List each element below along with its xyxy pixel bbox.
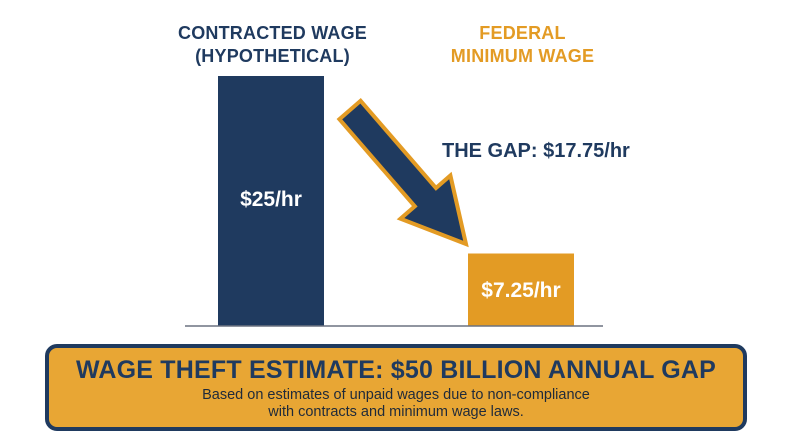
bar-value-label: $7.25/hr — [481, 279, 560, 302]
category-label-federal-minimum-wage: FEDERAL MINIMUM WAGE — [400, 22, 645, 68]
banner-title: WAGE THEFT ESTIMATE: $50 BILLION ANNUAL … — [75, 356, 717, 384]
banner-subtitle-line: Based on estimates of unpaid wages due t… — [202, 387, 590, 403]
banner-subtitle-line: with contracts and minimum wage laws. — [268, 404, 524, 420]
category-label-line: (HYPOTHETICAL) — [195, 46, 350, 66]
bar-federal-minimum-wage — [468, 253, 574, 326]
wage-theft-banner: WAGE THEFT ESTIMATE: $50 BILLION ANNUAL … — [45, 344, 747, 431]
banner-subtitle: Based on estimates of unpaid wages due t… — [49, 387, 743, 421]
category-label-line: CONTRACTED WAGE — [178, 23, 367, 43]
gap-arrow-icon — [336, 97, 469, 248]
category-label-line: FEDERAL — [479, 23, 566, 43]
gap-annotation: THE GAP: $17.75/hr — [442, 140, 630, 162]
bar-contracted-wage — [218, 76, 324, 326]
category-label-contracted-wage: CONTRACTED WAGE (HYPOTHETICAL) — [150, 22, 395, 68]
category-label-line: MINIMUM WAGE — [450, 46, 595, 66]
bar-value-label: $25/hr — [240, 188, 302, 211]
